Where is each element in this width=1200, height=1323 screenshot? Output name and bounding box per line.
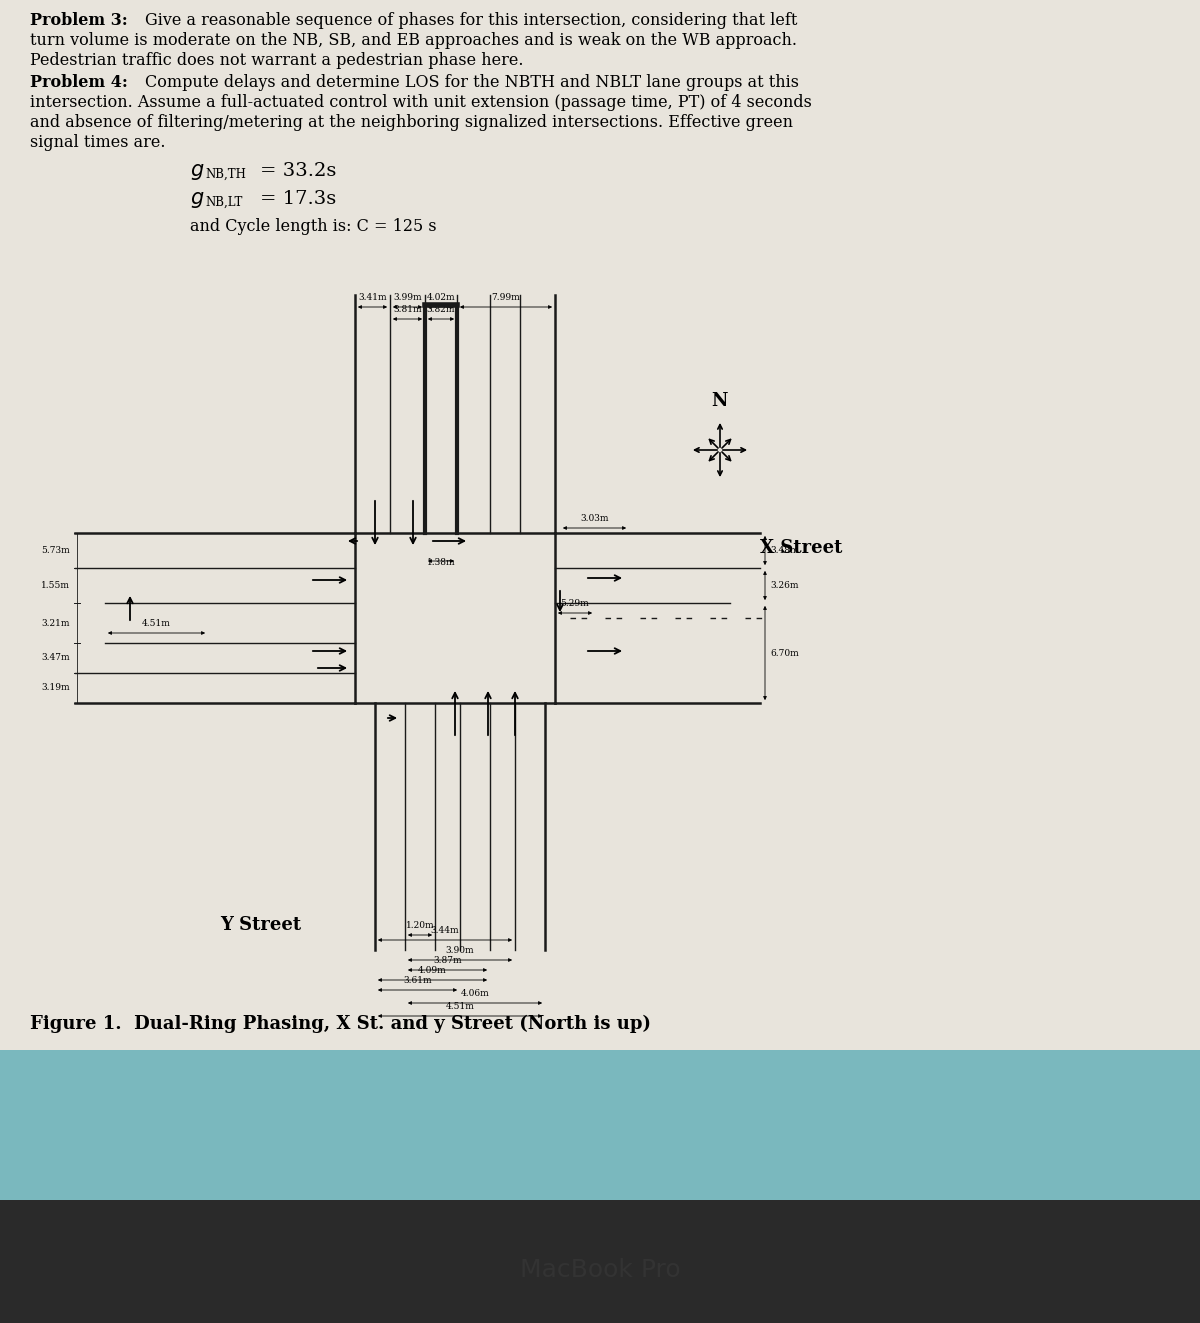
Text: Give a reasonable sequence of phases for this intersection, considering that lef: Give a reasonable sequence of phases for… <box>145 12 797 29</box>
Text: N: N <box>712 392 728 410</box>
Text: 3.26m: 3.26m <box>770 581 798 590</box>
Text: NB,TH: NB,TH <box>205 168 246 181</box>
Text: 3.90m: 3.90m <box>445 946 474 955</box>
Text: 3.81m: 3.81m <box>394 306 422 314</box>
Text: 3.44m: 3.44m <box>431 926 460 935</box>
Text: Problem 4:: Problem 4: <box>30 74 128 91</box>
Text: signal times are.: signal times are. <box>30 134 166 151</box>
Text: 7.99m: 7.99m <box>492 292 521 302</box>
Text: 4.51m: 4.51m <box>445 1002 474 1011</box>
Text: 3.99m: 3.99m <box>394 292 422 302</box>
Text: Y Street: Y Street <box>220 916 301 934</box>
Text: 3.48m: 3.48m <box>770 546 799 556</box>
Bar <box>0 1050 1200 1323</box>
Text: NB,LT: NB,LT <box>205 196 242 209</box>
Text: = 33.2s: = 33.2s <box>260 161 336 180</box>
Text: Problem 3:: Problem 3: <box>30 12 127 29</box>
Text: 5.29m: 5.29m <box>560 599 589 609</box>
Text: turn volume is moderate on the NB, SB, and EB approaches and is weak on the WB a: turn volume is moderate on the NB, SB, a… <box>30 32 797 49</box>
Text: MacBook Pro: MacBook Pro <box>520 1258 680 1282</box>
Text: and Cycle length is: C = 125 s: and Cycle length is: C = 125 s <box>190 218 437 235</box>
Text: 3.41m: 3.41m <box>358 292 386 302</box>
Text: 1.55m: 1.55m <box>41 581 70 590</box>
Text: 4.51m: 4.51m <box>142 619 170 628</box>
Text: = 17.3s: = 17.3s <box>260 191 336 208</box>
Text: 3.21m: 3.21m <box>42 618 70 627</box>
Text: $g$: $g$ <box>190 191 204 210</box>
Text: 3.87m: 3.87m <box>433 957 462 964</box>
Text: $g$: $g$ <box>190 161 204 183</box>
Text: 3.03m: 3.03m <box>581 515 608 523</box>
Text: 4.02m: 4.02m <box>427 292 455 302</box>
Text: Pedestrian traffic does not warrant a pedestrian phase here.: Pedestrian traffic does not warrant a pe… <box>30 52 523 69</box>
Text: 3.47m: 3.47m <box>41 654 70 663</box>
Text: Compute delays and determine LOS for the NBTH and NBLT lane groups at this: Compute delays and determine LOS for the… <box>145 74 799 91</box>
Text: 3.19m: 3.19m <box>41 684 70 692</box>
Bar <box>0 1200 1200 1323</box>
Text: 3.61m: 3.61m <box>403 976 432 986</box>
Text: 4.09m: 4.09m <box>418 966 446 975</box>
Text: 4.06m: 4.06m <box>461 990 490 998</box>
Text: 5.73m: 5.73m <box>41 546 70 556</box>
Text: and absence of filtering/metering at the neighboring signalized intersections. E: and absence of filtering/metering at the… <box>30 114 793 131</box>
Text: X Street: X Street <box>760 538 842 557</box>
Bar <box>355 533 554 703</box>
Text: Figure 1.  Dual-Ring Phasing, X St. and y Street (North is up): Figure 1. Dual-Ring Phasing, X St. and y… <box>30 1015 650 1033</box>
Text: intersection. Assume a full-actuated control with unit extension (passage time, : intersection. Assume a full-actuated con… <box>30 94 812 111</box>
Text: 6.70m: 6.70m <box>770 648 799 658</box>
Text: 1.38m: 1.38m <box>427 558 455 568</box>
Text: 3.82m: 3.82m <box>427 306 455 314</box>
Text: 1.20m: 1.20m <box>406 921 434 930</box>
